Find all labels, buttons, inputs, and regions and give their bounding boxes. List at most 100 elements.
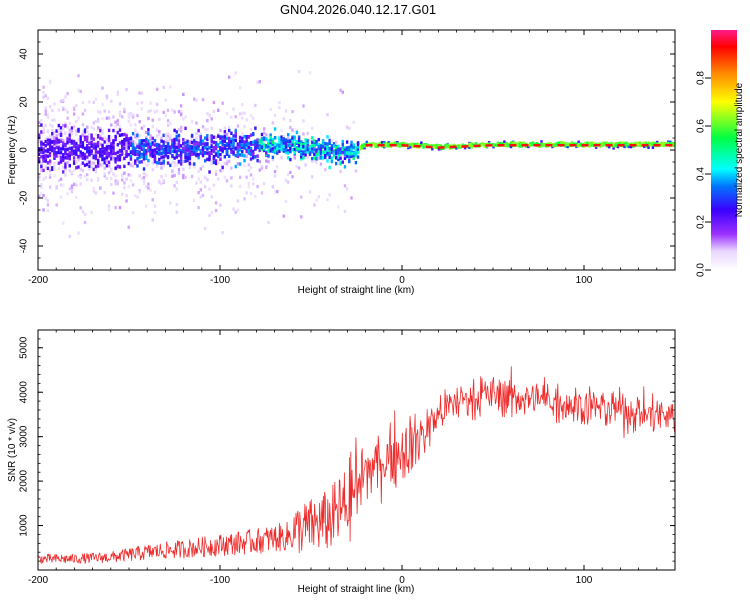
- spectrogram-cell: [123, 186, 126, 190]
- spectrogram-cell: [173, 149, 176, 154]
- spectrogram-cell: [276, 143, 279, 147]
- spectrogram-cell: [206, 135, 209, 140]
- spectrogram-cell: [68, 142, 71, 146]
- spectrogram-cell: [118, 133, 122, 137]
- spectrogram-cell: [127, 138, 130, 143]
- spectrogram-cell: [107, 208, 111, 212]
- spectrogram-cell: [269, 138, 272, 142]
- spectrogram-cell: [188, 161, 192, 166]
- spectrogram-cell: [203, 226, 207, 231]
- spectrogram-cell: [145, 150, 148, 155]
- spectrogram-cell: [315, 198, 318, 202]
- spectrogram-cell: [212, 156, 216, 161]
- spectrogram-cell: [286, 133, 290, 137]
- spectrogram-cell: [105, 176, 109, 180]
- spectrogram-cell: [158, 152, 161, 156]
- spectrogram-cell: [59, 160, 63, 164]
- spectrogram-cell: [59, 195, 63, 199]
- spectrogram-cell: [258, 168, 261, 172]
- spectrogram-cell: [311, 150, 314, 154]
- spectrogram-cell: [618, 141, 622, 145]
- spectrogram-cell: [245, 118, 248, 122]
- spectrogram-cell: [75, 129, 78, 133]
- spectrogram-cell: [656, 142, 659, 145]
- spectrogram-cell: [110, 123, 113, 127]
- spectrogram-cell: [53, 151, 56, 155]
- spectrogram-cell: [217, 108, 220, 112]
- spectrogram-cell: [134, 194, 137, 198]
- spectrogram-cell: [138, 120, 141, 124]
- spectrogram-cell: [326, 142, 329, 146]
- spectrogram-cell: [199, 147, 203, 151]
- spectrogram-cell: [86, 148, 89, 152]
- spectrogram-cell: [206, 137, 209, 142]
- spectrogram-cell: [345, 154, 349, 158]
- spectrogram-cell: [158, 133, 161, 137]
- spectrogram-cell: [350, 144, 353, 149]
- spectrogram-cell: [337, 144, 340, 148]
- spectrogram-cell: [221, 148, 224, 153]
- spectrogram-cell: [289, 149, 292, 154]
- spectrogram-cell: [114, 182, 117, 186]
- spectrogram-cell: [123, 142, 126, 146]
- spectrogram-cell: [262, 136, 266, 140]
- spectrogram-cell: [62, 156, 65, 160]
- spectrogram-cell: [70, 151, 74, 156]
- spectrogram-cell: [345, 125, 349, 129]
- spectrogram-cell: [304, 141, 307, 146]
- spectrogram-cell: [267, 140, 270, 145]
- spectrogram-cell: [555, 142, 559, 145]
- spectrogram-cell: [304, 146, 307, 150]
- spectrogram-cell: [278, 146, 281, 151]
- spectrogram-cell: [138, 160, 141, 164]
- spectrogram-cell: [186, 148, 189, 152]
- spectrogram-cell: [136, 150, 139, 155]
- spectrogram-cell: [273, 150, 277, 155]
- spectrogram-cell: [145, 155, 148, 159]
- spectrogram-cell: [86, 143, 89, 148]
- spectrogram-cell: [112, 172, 115, 176]
- spectrogram-cell: [225, 149, 229, 153]
- spectrogram-cell: [317, 156, 320, 160]
- spectrogram-cell: [77, 154, 80, 159]
- spectrogram-x-tick-label: -200: [28, 275, 48, 286]
- spectrogram-cell: [44, 136, 47, 141]
- spectrogram-cell: [114, 206, 117, 210]
- spectrogram-cell: [99, 152, 102, 156]
- spectrogram-cell: [46, 203, 50, 207]
- spectrogram-cell: [59, 130, 63, 134]
- spectrogram-cell: [90, 156, 93, 160]
- spectrogram-cell: [77, 157, 80, 161]
- spectrogram-cell: [511, 141, 515, 144]
- spectrogram-cell: [166, 119, 170, 123]
- spectrogram-cell: [252, 149, 255, 154]
- spectrogram-cell: [236, 124, 240, 128]
- spectrogram-cell: [221, 144, 224, 148]
- spectrogram-cell: [269, 107, 272, 111]
- spectrogram-cell: [317, 152, 320, 157]
- spectrogram-cell: [669, 141, 672, 145]
- snr-y-tick-label: 2000: [19, 470, 30, 493]
- spectrogram-cell: [252, 132, 255, 137]
- spectrogram-cell: [81, 156, 85, 160]
- spectrogram-cell: [171, 169, 174, 173]
- spectrogram-cell: [199, 142, 203, 146]
- snr-y-tick-label: 3000: [19, 425, 30, 448]
- spectrogram-cell: [46, 208, 50, 213]
- spectrogram-cell: [474, 142, 478, 145]
- spectrogram-cell: [304, 151, 307, 155]
- spectrogram-cell: [228, 136, 231, 141]
- spectrogram-cell: [175, 134, 178, 139]
- spectrogram-cell: [175, 142, 178, 147]
- spectrogram-cell: [77, 165, 80, 169]
- spectrogram-cell: [282, 117, 286, 121]
- spectrogram-cell: [155, 150, 159, 154]
- spectrogram-cell: [341, 139, 344, 144]
- spectrogram-cell: [182, 147, 185, 151]
- spectrogram-cell: [273, 174, 277, 178]
- spectrogram-cell: [278, 140, 281, 144]
- spectrogram-cell: [116, 92, 120, 96]
- spectrogram-cell: [125, 177, 128, 181]
- spectrogram-cell: [105, 116, 109, 120]
